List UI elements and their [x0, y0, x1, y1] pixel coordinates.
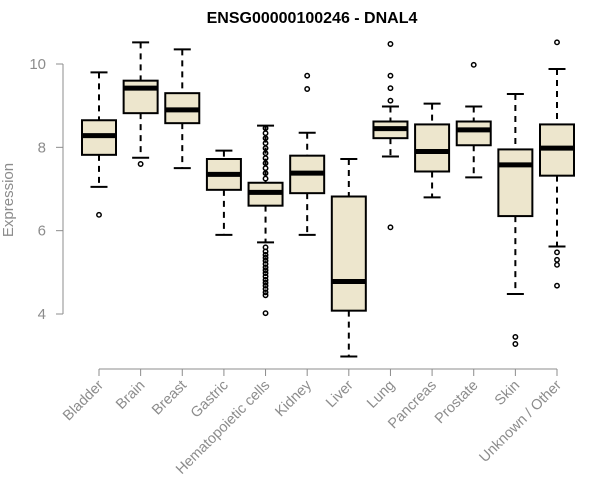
outlier-point — [304, 86, 311, 92]
outlier-point — [96, 211, 102, 218]
x-tick-label: Kidney — [272, 377, 315, 420]
outlier-point — [262, 261, 269, 267]
outlier-point — [262, 276, 269, 283]
outlier-point — [554, 249, 560, 256]
outlier-point — [387, 224, 394, 231]
outlier-point — [262, 155, 269, 162]
outlier-point — [554, 282, 560, 289]
outlier-point — [262, 292, 269, 299]
box-gastric — [205, 149, 242, 236]
x-tick-label: Liver — [323, 377, 357, 411]
outlier-point — [262, 248, 269, 255]
x-tick-label: Lung — [364, 378, 398, 412]
box-skin — [497, 93, 534, 347]
y-tick-label: 10 — [29, 56, 46, 73]
y-tick-label: 6 — [38, 223, 46, 240]
outlier-point — [554, 256, 560, 263]
box-liver — [330, 158, 367, 358]
box-unknown-other — [539, 39, 575, 289]
outlier-point — [387, 85, 394, 92]
outlier-point — [262, 257, 269, 264]
outlier-point — [262, 130, 269, 137]
outlier-point — [262, 289, 269, 296]
outlier-point — [304, 72, 311, 79]
outlier-point — [137, 161, 144, 167]
x-tick-label: Breast — [149, 378, 190, 419]
iqr-box — [330, 195, 367, 312]
outlier-point — [262, 264, 269, 271]
box-lung — [372, 41, 409, 231]
x-tick-label: Bladder — [60, 377, 107, 424]
box-prostate — [455, 61, 492, 179]
box-kidney — [289, 72, 326, 236]
x-tick-label: Prostate — [432, 378, 481, 427]
box-brain — [122, 41, 159, 167]
outlier-point — [262, 125, 269, 132]
outlier-point — [262, 279, 269, 286]
outlier-point — [262, 310, 269, 317]
outlier-point — [262, 270, 269, 277]
outlier-point — [262, 175, 269, 182]
outlier-point — [387, 72, 394, 79]
outlier-point — [262, 251, 269, 258]
outlier-point — [387, 97, 394, 104]
iqr-box — [455, 120, 492, 147]
outlier-point — [387, 41, 394, 47]
x-tick-label: Brain — [113, 378, 148, 413]
box-pancreas — [414, 102, 451, 199]
box-hematopoietic-cells — [247, 124, 284, 317]
outlier-point — [554, 39, 560, 46]
boxes-group — [81, 39, 575, 358]
outlier-point — [262, 267, 269, 274]
y-axis-label: Expression — [0, 163, 17, 237]
iqr-box — [497, 148, 534, 218]
box-bladder — [81, 71, 117, 218]
y-tick-label: 4 — [38, 306, 46, 323]
outlier-point — [512, 341, 519, 347]
chart-title: ENSG00000100246 - DNAL4 — [207, 10, 418, 27]
outlier-point — [512, 333, 519, 340]
x-tick-label: Skin — [492, 378, 523, 409]
outlier-point — [262, 165, 269, 172]
iqr-box — [122, 79, 159, 115]
box-breast — [164, 48, 201, 170]
outlier-point — [554, 261, 560, 268]
outlier-point — [262, 282, 269, 289]
outlier-point — [262, 286, 269, 292]
y-tick-label: 8 — [38, 139, 46, 156]
outlier-point — [262, 254, 269, 261]
outlier-point — [262, 273, 269, 280]
iqr-box — [414, 123, 451, 173]
outlier-point — [470, 61, 477, 68]
outlier-point — [262, 140, 269, 147]
